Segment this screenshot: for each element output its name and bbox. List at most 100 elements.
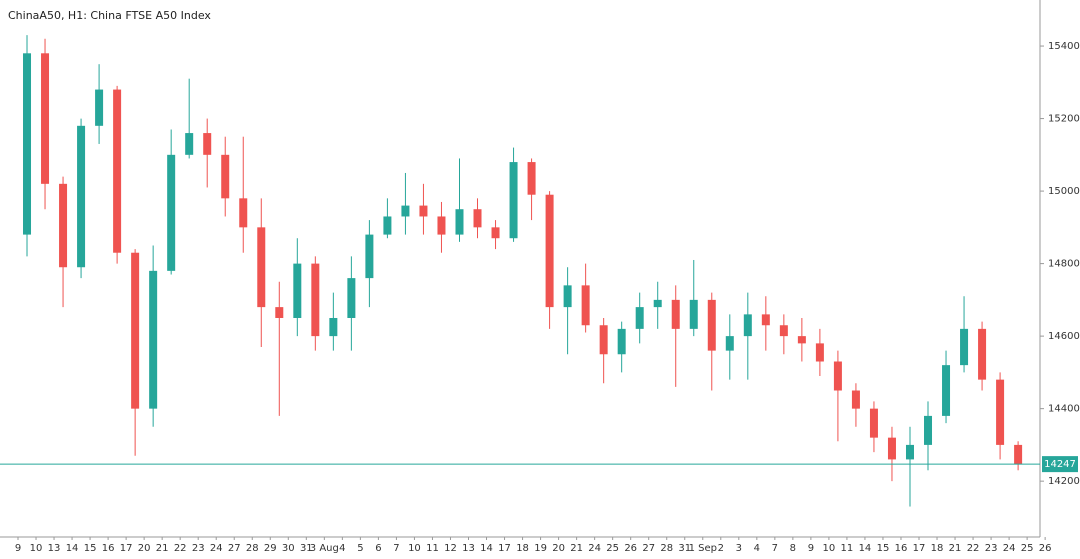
last-price-label: 14247: [1044, 459, 1076, 470]
candle-body: [401, 205, 410, 217]
candle-body: [599, 325, 608, 355]
x-tick-label: 17: [120, 543, 133, 554]
candle-body: [545, 194, 554, 308]
candle-body: [131, 252, 140, 409]
x-tick-label: 24: [588, 543, 601, 554]
x-tick-label: 15: [877, 543, 890, 554]
x-tick-label: 12: [444, 543, 457, 554]
candle-body: [41, 53, 50, 184]
candle-body: [419, 205, 428, 217]
x-tick-label: 21: [156, 543, 169, 554]
x-tick-label: 5: [357, 543, 363, 554]
candle-body: [978, 328, 987, 380]
x-tick-label: 8: [790, 543, 796, 554]
candle-body: [455, 209, 464, 235]
x-tick-label: 24: [1003, 543, 1016, 554]
candle-body: [491, 227, 500, 239]
y-tick-label: 15400: [1048, 41, 1080, 52]
candle-body: [239, 198, 248, 228]
candle-body: [1014, 444, 1023, 465]
candle-body: [725, 336, 734, 351]
candle-body: [617, 328, 626, 355]
candle-body: [167, 154, 176, 271]
candle-body: [761, 314, 770, 326]
candle-body: [797, 336, 806, 344]
candle-body: [779, 325, 788, 337]
x-tick-label: 2: [718, 543, 724, 554]
x-tick-label: 28: [660, 543, 673, 554]
x-tick-label: 9: [15, 543, 21, 554]
candle-body: [383, 216, 392, 235]
x-tick-label: 25: [1021, 543, 1034, 554]
candle-body: [833, 361, 842, 391]
candle-body: [275, 307, 284, 318]
x-tick-label: 27: [642, 543, 655, 554]
x-tick-label: 11: [841, 543, 854, 554]
candle-body: [113, 89, 122, 253]
x-tick-label: 16: [895, 543, 908, 554]
candle-body: [365, 234, 374, 279]
x-tick-label: 17: [498, 543, 511, 554]
y-tick-label: 14400: [1048, 404, 1080, 415]
candle-body: [869, 408, 878, 438]
x-tick-label: 7: [393, 543, 399, 554]
candle-body: [581, 285, 590, 326]
candle-body: [905, 444, 914, 460]
candle-body: [653, 299, 662, 308]
candle-body: [185, 133, 194, 155]
x-tick-label: 13: [48, 543, 61, 554]
candle-body: [149, 270, 158, 409]
candle-body: [257, 227, 266, 308]
candle-body: [815, 343, 824, 362]
candle-body: [942, 365, 951, 416]
y-tick-label: 14800: [1048, 259, 1080, 270]
x-tick-label: 3: [736, 543, 742, 554]
candle-body: [221, 154, 230, 199]
candle-body: [689, 299, 698, 329]
chart-title: ChinaA50, H1: China FTSE A50 Index: [8, 9, 211, 22]
x-tick-label: 31: [678, 543, 691, 554]
candle-body: [851, 390, 860, 409]
x-tick-label: 20: [138, 543, 151, 554]
candle-body: [743, 314, 752, 337]
x-tick-label: 13: [462, 543, 475, 554]
candle-body: [95, 89, 104, 126]
x-tick-label: 29: [264, 543, 277, 554]
candle-body: [671, 299, 680, 329]
x-tick-label: 14: [480, 543, 493, 554]
candle-body: [311, 263, 320, 337]
x-tick-label: 9: [808, 543, 814, 554]
x-tick-label: 20: [552, 543, 565, 554]
x-tick-label: 23: [192, 543, 205, 554]
candle-body: [563, 285, 572, 308]
x-tick-label: 26: [1039, 543, 1052, 554]
x-tick-label: 10: [408, 543, 421, 554]
x-tick-label: 4: [754, 543, 760, 554]
candle-body: [203, 133, 212, 155]
x-tick-label: 14: [859, 543, 872, 554]
x-tick-label: 1 Sep: [689, 543, 717, 554]
x-tick-label: 23: [985, 543, 998, 554]
candle-body: [77, 125, 86, 268]
x-tick-label: 11: [426, 543, 439, 554]
candle-body: [23, 53, 32, 235]
x-tick-label: 6: [375, 543, 381, 554]
x-tick-label: 24: [210, 543, 223, 554]
x-tick-label: 19: [534, 543, 547, 554]
x-tick-label: 30: [282, 543, 295, 554]
x-tick-label: 18: [931, 543, 944, 554]
x-tick-label: 25: [606, 543, 619, 554]
y-tick-label: 15000: [1048, 186, 1080, 197]
candle-body: [329, 317, 338, 337]
x-tick-label: 26: [624, 543, 637, 554]
x-tick-label: 3 Aug: [310, 543, 339, 554]
x-tick-label: 16: [102, 543, 115, 554]
candle-body: [347, 278, 356, 318]
x-tick-label: 10: [30, 543, 43, 554]
last-price-box: [1042, 456, 1078, 473]
x-tick-label: 27: [228, 543, 241, 554]
candle-body: [707, 299, 716, 351]
x-tick-label: 18: [516, 543, 529, 554]
x-tick-label: 21: [570, 543, 583, 554]
